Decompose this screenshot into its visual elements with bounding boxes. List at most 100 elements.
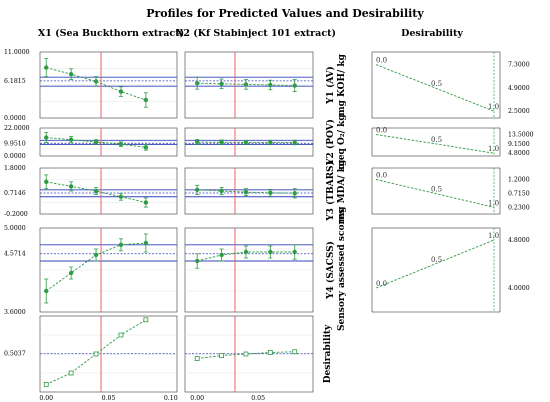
desirability-label: 0.5 bbox=[431, 80, 442, 88]
desirability-curve bbox=[375, 179, 495, 208]
y-tick-label: 0.7146 bbox=[4, 190, 26, 197]
desirability-tick: 2.5000 bbox=[508, 108, 530, 115]
desirability-tick: 9.1500 bbox=[508, 141, 530, 148]
y-tick-label: -0.2000 bbox=[4, 211, 28, 218]
data-point bbox=[292, 249, 297, 255]
desirability-curve bbox=[375, 64, 495, 112]
x-tick-label: 0.05 bbox=[251, 395, 265, 402]
desirability-tick: 0.2300 bbox=[508, 204, 530, 211]
desirability-tick: 4.8000 bbox=[508, 237, 530, 244]
column-header-x1: X1 (Sea Buckthorn extract) bbox=[38, 28, 184, 39]
chart-title: Profiles for Predicted Values and Desira… bbox=[146, 7, 424, 20]
data-point bbox=[292, 140, 297, 145]
desirability-panel bbox=[371, 227, 501, 313]
desirability-curve bbox=[375, 239, 495, 289]
y-tick-label: 11.0000 bbox=[4, 49, 30, 56]
desirability-label: 0.0 bbox=[376, 280, 387, 288]
data-point bbox=[194, 356, 200, 361]
data-point bbox=[118, 194, 124, 199]
desirability-label: 0.0 bbox=[376, 126, 387, 134]
data-point bbox=[194, 258, 200, 264]
data-point bbox=[118, 141, 124, 147]
data-point bbox=[268, 140, 273, 145]
series-line bbox=[46, 181, 147, 203]
x-tick-label: 0.00 bbox=[39, 395, 53, 402]
data-point bbox=[219, 188, 224, 194]
series-line bbox=[46, 67, 147, 101]
data-point bbox=[93, 351, 99, 357]
desirability-panel bbox=[371, 167, 501, 215]
row-label: Y3 (TBARS)mg MDA/ kg bbox=[325, 159, 347, 222]
desirability-tick: 7.3000 bbox=[508, 62, 530, 69]
row-label-line: Y1 (AV) bbox=[325, 66, 336, 105]
row-label-line: meq O₂/ kg bbox=[337, 114, 347, 170]
desirability-label: 1.0 bbox=[488, 232, 499, 240]
data-point bbox=[292, 349, 298, 355]
row-label-line: Y2 (POV) bbox=[325, 119, 336, 166]
data-point bbox=[68, 72, 74, 77]
x-tick-label: 0.10 bbox=[164, 395, 178, 402]
desirability-tick: 1.2000 bbox=[508, 177, 530, 184]
data-point bbox=[93, 188, 99, 194]
data-point bbox=[68, 184, 74, 189]
desirability-tick: 0.7150 bbox=[508, 190, 530, 197]
y-tick-label: 9.9510 bbox=[4, 140, 26, 147]
data-point bbox=[219, 252, 224, 258]
y-tick-label: 3.6000 bbox=[4, 309, 26, 316]
data-point bbox=[118, 242, 124, 247]
y-tick-label: 6.1815 bbox=[4, 78, 26, 85]
desirability-panel bbox=[371, 127, 501, 157]
row-label: Y4 (SACSS)Sensory assessed scores bbox=[325, 209, 347, 331]
x-tick-label: 0.00 bbox=[190, 395, 204, 402]
data-point bbox=[268, 190, 273, 196]
data-point bbox=[292, 83, 297, 88]
data-point bbox=[43, 381, 49, 387]
series-line bbox=[46, 319, 147, 385]
row-label: Y1 (AV)mg KOH/ kg bbox=[325, 53, 347, 116]
data-point bbox=[219, 140, 224, 145]
desirability-label: 1.0 bbox=[488, 199, 499, 207]
data-point bbox=[118, 89, 124, 94]
data-point bbox=[219, 353, 224, 358]
data-point bbox=[143, 240, 149, 246]
data-point bbox=[93, 252, 99, 258]
y-tick-label: 22.0000 bbox=[4, 125, 30, 132]
data-point bbox=[118, 332, 124, 338]
desirability-tick: 13.5000 bbox=[508, 131, 534, 138]
row-label-line: mg KOH/ kg bbox=[337, 53, 347, 116]
desirability-tick: 4.9000 bbox=[508, 85, 530, 92]
data-point bbox=[143, 317, 149, 323]
data-point bbox=[68, 370, 74, 376]
row-label: Y2 (POV)meq O₂/ kg bbox=[325, 114, 347, 170]
data-point bbox=[292, 191, 297, 196]
data-point bbox=[268, 82, 273, 88]
data-point bbox=[93, 139, 99, 145]
data-point bbox=[143, 97, 149, 103]
x-tick-label: 0.05 bbox=[102, 395, 116, 402]
column-header-x2: X2 (Kf Stabinject 101 extract) bbox=[176, 28, 336, 39]
data-point bbox=[143, 145, 149, 150]
data-point bbox=[243, 140, 249, 145]
row-label-line: mg MDA/ kg bbox=[337, 159, 347, 222]
data-point bbox=[243, 351, 249, 357]
desirability-label: 1.0 bbox=[488, 103, 499, 111]
desirability-label: 0.0 bbox=[376, 172, 387, 180]
desirability-tick: 4.8000 bbox=[508, 150, 530, 157]
data-point bbox=[219, 81, 224, 87]
data-point bbox=[194, 187, 200, 193]
data-point bbox=[243, 189, 249, 195]
desirability-panel bbox=[371, 51, 501, 119]
y-tick-label: 4.5714 bbox=[4, 251, 26, 258]
data-point bbox=[44, 135, 49, 140]
data-point bbox=[143, 200, 149, 205]
column-header-desirability: Desirability bbox=[401, 28, 463, 39]
data-point bbox=[194, 81, 200, 86]
y-tick-label: 0.0000 bbox=[4, 153, 26, 160]
data-point bbox=[44, 288, 49, 294]
y-tick-label: 5.0000 bbox=[4, 225, 26, 232]
desirability-label: 0.5 bbox=[431, 256, 442, 264]
desirability-label: 0.0 bbox=[376, 57, 387, 65]
y-tick-label: 0.5037 bbox=[4, 351, 26, 358]
